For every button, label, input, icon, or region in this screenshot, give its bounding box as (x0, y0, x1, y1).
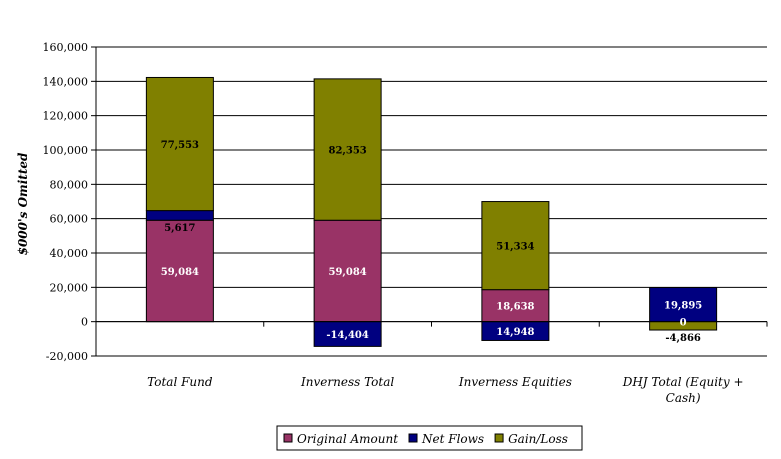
y-tick-label: 60,000 (50, 213, 89, 226)
legend-entry: Gain/Loss (508, 432, 568, 446)
data-label: -14,404 (326, 330, 368, 341)
y-tick-label: 100,000 (43, 144, 89, 157)
data-labels: 59,084 5,617 77,553 59,084 -14,404 82,353 18,6… (161, 140, 703, 344)
bar-segment (145, 76, 214, 212)
bar-segment (649, 287, 718, 323)
y-axis-title: $000's Omitted (16, 152, 30, 255)
category-label: DHJ Total (Equity + (622, 375, 744, 389)
bar-segment (145, 210, 214, 221)
axes: -20,000 0 20,000 40,000 60,000 80,000 100,000 1… (43, 41, 768, 405)
data-label: 51,334 (496, 242, 534, 253)
legend-swatch (494, 433, 504, 443)
y-tick-label: 0 (81, 316, 88, 329)
y-tick-label: 160,000 (43, 41, 89, 54)
category-label: Inverness Total (300, 375, 394, 389)
legend-box (276, 425, 583, 451)
bars (145, 76, 718, 347)
bar-segment (481, 201, 550, 291)
legend-swatch (283, 433, 293, 443)
data-label: 18,638 (496, 302, 534, 313)
bar-segment (313, 321, 382, 347)
y-tick-label: 20,000 (50, 281, 89, 294)
legend-entry: Original Amount (297, 432, 398, 446)
data-label: 14,948 (496, 327, 534, 338)
data-label: 19,895 (664, 301, 702, 312)
y-tick-label: -20,000 (46, 350, 88, 363)
legend: Original Amount Net Flows Gain/Loss (276, 425, 583, 451)
bar-segment (313, 78, 382, 221)
legend-swatch (408, 433, 418, 443)
y-tick-label: 80,000 (50, 178, 89, 191)
y-tick-label: 40,000 (50, 247, 89, 260)
data-label: 59,084 (161, 267, 199, 278)
data-label: -4,866 (665, 333, 701, 344)
category-label: Total Fund (147, 375, 213, 389)
data-label: 0 (680, 318, 687, 329)
category-label: Inverness Equities (458, 375, 572, 389)
legend-entry: Net Flows (421, 432, 484, 446)
y-tick-label: 120,000 (43, 110, 89, 123)
y-tick-label: 140,000 (43, 75, 89, 88)
data-label: 82,353 (328, 146, 366, 157)
data-label: 59,084 (328, 267, 366, 278)
bar-segment (481, 289, 550, 323)
data-label: 77,553 (161, 140, 199, 151)
data-label: 5,617 (164, 223, 195, 234)
category-label: Cash) (666, 391, 701, 405)
